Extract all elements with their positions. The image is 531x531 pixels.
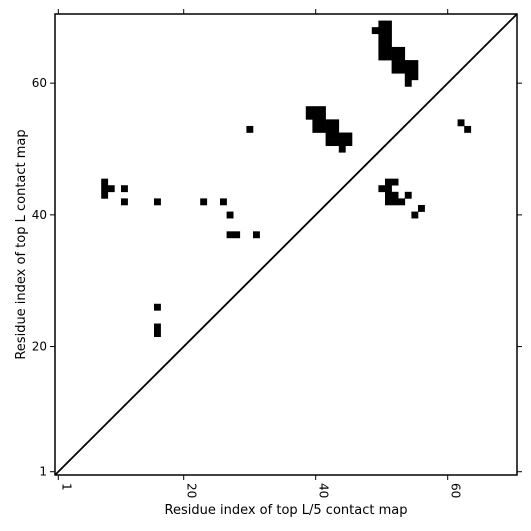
y-axis-label: Residue index of top L contact map [14,129,29,359]
contact-cell [332,132,340,140]
contact-cell [325,125,333,133]
contact-cell [378,33,386,41]
y-axis-ticks: 1 20 40 60 [32,76,522,479]
x-tick-label: 1 [59,483,73,491]
contact-cell [253,231,260,239]
contact-cell [464,125,472,133]
contact-cell [385,178,392,186]
contact-cell [101,185,109,193]
contact-cell [101,191,109,199]
contact-cell [404,66,412,74]
diagonal-line [54,13,518,476]
contact-cell [391,66,399,74]
contact-cell [246,125,254,133]
contact-cell [404,60,412,67]
contact-cell [121,185,128,193]
contact-cell [391,46,399,54]
contact-cell [385,33,392,41]
contact-cell [226,211,234,219]
contact-cell [332,125,340,133]
contact-cell [404,73,412,81]
contact-cell [220,198,227,206]
contact-cell [200,198,208,206]
contact-cell [391,191,399,199]
contact-cell [378,27,386,35]
contact-cell [391,53,399,61]
contact-cell [325,132,333,140]
contact-cell [404,191,412,199]
contact-cell [418,204,425,212]
contact-cell [398,60,406,67]
y-tick-label: 1 [39,465,47,479]
contact-cell [345,132,353,140]
contact-cell [154,303,161,311]
contact-cell [371,27,379,35]
contact-cell [391,178,399,186]
contact-cell [385,40,392,48]
contact-cell [338,139,346,147]
contact-cell [107,185,115,193]
contact-cell [154,330,161,337]
x-tick-label: 60 [449,483,463,498]
contact-cell [385,27,392,35]
y-tick-label: 40 [32,208,47,222]
contact-cell [338,132,346,140]
contact-cell [398,198,406,206]
contact-cell [385,20,392,28]
contact-cell [312,119,320,127]
contact-cell [154,323,161,331]
contact-cells [101,20,472,337]
contact-cell [121,198,128,206]
contact-cell [325,119,333,127]
contact-cell [319,106,326,114]
x-axis-ticks: 1 20 40 60 [57,9,463,498]
contact-cell [385,191,392,199]
y-tick-label: 60 [32,76,47,90]
contact-cell [404,79,412,87]
contact-cell [325,139,333,147]
contact-cell [338,145,346,153]
contact-cell [411,211,419,219]
contact-cell [319,125,326,133]
contact-cell [385,198,392,206]
contact-cell [378,20,386,28]
contact-cell [398,46,406,54]
contact-cell [378,53,386,61]
contact-cell [391,60,399,67]
contact-cell [457,119,465,127]
contact-cell [385,46,392,54]
y-tick-label: 20 [32,340,47,354]
plot-frame [54,13,518,476]
contact-cell [233,231,241,239]
x-axis-label: Residue index of top L/5 contact map [165,503,408,518]
contact-cell [398,66,406,74]
contact-cell [305,112,313,120]
contact-cell [378,40,386,48]
contact-cell [332,119,340,127]
contact-cell [154,198,161,206]
x-tick-label: 40 [317,483,331,498]
contact-cell [101,178,109,186]
x-tick-label: 20 [185,483,199,498]
contact-cell [398,53,406,61]
contact-cell [411,66,419,74]
contact-cell [391,198,399,206]
contact-cell [411,60,419,67]
contact-cell [385,53,392,61]
contact-cell [332,139,340,147]
contact-cell [226,231,234,239]
contact-cell [378,185,386,193]
contact-cell [345,139,353,147]
contact-cell [312,112,320,120]
contact-cell [305,106,313,114]
contact-cell [378,46,386,54]
contact-cell [319,112,326,120]
contact-cell [385,185,392,193]
contact-cell [411,73,419,81]
contact-cell [312,106,320,114]
contact-cell [312,125,320,133]
contact-cell [319,119,326,127]
